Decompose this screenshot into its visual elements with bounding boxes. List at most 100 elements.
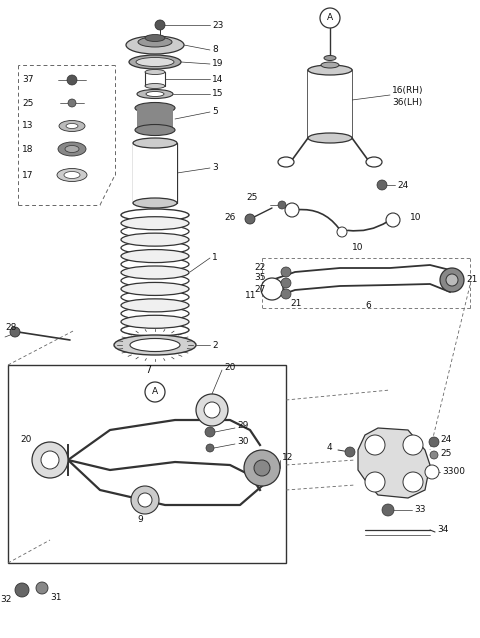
Circle shape bbox=[365, 472, 385, 492]
Circle shape bbox=[131, 486, 159, 514]
Text: 36(LH): 36(LH) bbox=[392, 98, 422, 107]
Circle shape bbox=[32, 442, 68, 478]
Ellipse shape bbox=[133, 138, 177, 148]
Text: 30: 30 bbox=[237, 436, 249, 445]
Ellipse shape bbox=[145, 84, 165, 89]
Circle shape bbox=[68, 99, 76, 107]
Ellipse shape bbox=[121, 299, 189, 312]
Bar bbox=[133, 143, 177, 203]
Text: 5: 5 bbox=[212, 107, 218, 117]
Text: 6: 6 bbox=[365, 302, 371, 311]
Text: 33: 33 bbox=[414, 505, 425, 514]
Text: 28: 28 bbox=[5, 322, 16, 332]
Ellipse shape bbox=[324, 56, 336, 61]
Circle shape bbox=[365, 435, 385, 455]
Text: 23: 23 bbox=[212, 20, 223, 29]
Circle shape bbox=[440, 268, 464, 292]
Text: 3300: 3300 bbox=[442, 468, 465, 477]
Ellipse shape bbox=[121, 274, 189, 287]
Circle shape bbox=[278, 201, 286, 209]
Ellipse shape bbox=[59, 121, 85, 131]
Ellipse shape bbox=[58, 142, 86, 156]
Circle shape bbox=[345, 447, 355, 457]
Circle shape bbox=[386, 213, 400, 227]
Text: 25: 25 bbox=[247, 193, 258, 202]
Circle shape bbox=[382, 504, 394, 516]
Ellipse shape bbox=[121, 258, 189, 271]
Ellipse shape bbox=[64, 172, 80, 179]
Ellipse shape bbox=[135, 103, 175, 114]
Circle shape bbox=[403, 435, 423, 455]
Circle shape bbox=[15, 583, 29, 597]
Circle shape bbox=[285, 203, 299, 217]
Ellipse shape bbox=[66, 124, 78, 128]
Circle shape bbox=[261, 278, 283, 300]
Ellipse shape bbox=[114, 335, 196, 355]
Text: 26: 26 bbox=[225, 214, 236, 223]
Ellipse shape bbox=[121, 217, 189, 230]
Ellipse shape bbox=[121, 291, 189, 304]
Circle shape bbox=[281, 267, 291, 277]
Text: 20: 20 bbox=[21, 436, 32, 445]
Text: 25: 25 bbox=[22, 98, 34, 107]
Ellipse shape bbox=[121, 307, 189, 320]
Circle shape bbox=[429, 437, 439, 447]
Text: 21: 21 bbox=[290, 299, 301, 309]
Circle shape bbox=[377, 180, 387, 190]
Text: 20: 20 bbox=[224, 364, 235, 373]
Circle shape bbox=[446, 274, 458, 286]
Text: 1: 1 bbox=[212, 253, 218, 262]
Text: 12: 12 bbox=[282, 454, 293, 463]
Bar bbox=[308, 70, 352, 138]
Ellipse shape bbox=[121, 241, 189, 255]
Circle shape bbox=[425, 465, 439, 479]
Circle shape bbox=[281, 278, 291, 288]
Circle shape bbox=[196, 394, 228, 426]
Ellipse shape bbox=[146, 91, 164, 96]
Text: 7: 7 bbox=[145, 365, 151, 375]
Ellipse shape bbox=[308, 133, 352, 143]
Circle shape bbox=[206, 444, 214, 452]
Circle shape bbox=[155, 20, 165, 30]
Text: 24: 24 bbox=[440, 436, 451, 445]
Ellipse shape bbox=[308, 65, 352, 75]
Ellipse shape bbox=[321, 62, 339, 68]
Ellipse shape bbox=[133, 198, 177, 208]
Bar bbox=[145, 72, 165, 86]
Text: 37: 37 bbox=[22, 75, 34, 84]
Text: 13: 13 bbox=[22, 121, 34, 131]
Ellipse shape bbox=[145, 34, 165, 41]
Text: 11: 11 bbox=[244, 290, 256, 299]
Ellipse shape bbox=[121, 315, 189, 329]
Text: 3: 3 bbox=[212, 163, 218, 172]
Ellipse shape bbox=[126, 36, 184, 54]
Ellipse shape bbox=[135, 124, 175, 135]
Circle shape bbox=[41, 451, 59, 469]
Text: 34: 34 bbox=[437, 526, 448, 535]
Text: 4: 4 bbox=[326, 443, 332, 452]
Circle shape bbox=[320, 8, 340, 28]
Text: 16(RH): 16(RH) bbox=[392, 85, 423, 94]
Circle shape bbox=[281, 289, 291, 299]
Polygon shape bbox=[358, 428, 430, 498]
Text: 14: 14 bbox=[212, 75, 223, 84]
Circle shape bbox=[145, 382, 165, 402]
Text: 15: 15 bbox=[212, 89, 224, 98]
Text: 24: 24 bbox=[397, 181, 408, 189]
Text: A: A bbox=[152, 387, 158, 396]
Ellipse shape bbox=[121, 266, 189, 279]
Ellipse shape bbox=[121, 324, 189, 336]
Bar bbox=[8, 365, 286, 563]
Circle shape bbox=[138, 493, 152, 507]
Text: 27: 27 bbox=[254, 285, 266, 295]
Ellipse shape bbox=[65, 145, 79, 152]
Text: 29: 29 bbox=[237, 420, 248, 429]
Text: 17: 17 bbox=[22, 170, 34, 179]
Ellipse shape bbox=[278, 157, 294, 167]
Circle shape bbox=[205, 427, 215, 437]
Ellipse shape bbox=[366, 157, 382, 167]
Text: 19: 19 bbox=[212, 59, 224, 68]
Text: 8: 8 bbox=[212, 45, 218, 54]
Ellipse shape bbox=[121, 209, 189, 221]
Ellipse shape bbox=[129, 55, 181, 69]
